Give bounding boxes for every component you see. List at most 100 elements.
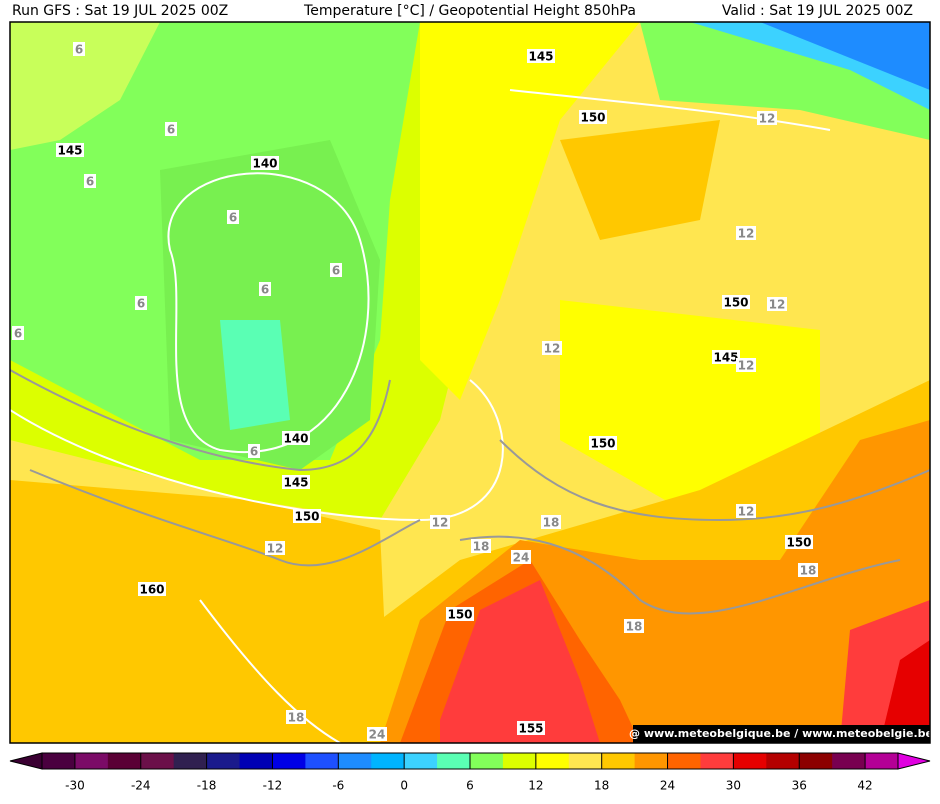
temperature-label: 24: [513, 551, 530, 565]
height-label: 150: [580, 111, 605, 125]
temperature-label-box: [12, 326, 24, 340]
colorbar-swatch: [404, 753, 438, 769]
temperature-label: 24: [369, 728, 386, 742]
height-label: 155: [518, 722, 543, 736]
height-label: 150: [447, 608, 472, 622]
temperature-label: 18: [626, 620, 643, 634]
temperature-label-box: [757, 111, 777, 125]
colorbar-swatch: [42, 753, 76, 769]
temperature-label-box: [736, 226, 756, 240]
temperature-label: 12: [738, 227, 755, 241]
map: @ www.meteobelgique.be / www.meteobelgie…: [10, 22, 933, 743]
colorbar-swatch: [733, 753, 767, 769]
temperature-label-box: [624, 619, 644, 633]
colorbar-tick-label: -30: [65, 779, 85, 793]
colorbar-swatch: [601, 753, 636, 769]
height-label-box: [251, 156, 279, 170]
colorbar-tick-label: -12: [263, 779, 283, 793]
temperature-label: 12: [738, 505, 755, 519]
height-label: 150: [723, 296, 748, 310]
temperature-label: 18: [288, 711, 305, 725]
temperature-label: 12: [544, 342, 561, 356]
colorbar-swatch: [799, 753, 833, 769]
temperature-label: 6: [86, 175, 94, 189]
temperature-label-box: [767, 297, 787, 311]
colorbar-swatch: [206, 753, 241, 769]
temperature-label-box: [736, 504, 756, 518]
colorbar-tick-label: 18: [594, 779, 609, 793]
colorbar-swatch: [634, 753, 669, 769]
colorbar-tick-label: 36: [792, 779, 807, 793]
temperature-label: 12: [738, 359, 755, 373]
temperature-label: 6: [229, 211, 237, 225]
temperature-label-box: [541, 515, 561, 529]
temperature-label-box: [135, 296, 147, 310]
height-label: 150: [294, 510, 319, 524]
height-label: 140: [252, 157, 277, 171]
temperature-label-box: [430, 515, 450, 529]
height-label: 140: [283, 432, 308, 446]
height-label: 150: [786, 536, 811, 550]
valid-text: Valid : Sat 19 JUL 2025 00Z: [722, 3, 913, 19]
temperature-label: 12: [267, 542, 284, 556]
temperature-label-box: [84, 174, 96, 188]
colorbar-over: [897, 752, 931, 770]
colorbar-swatch: [766, 753, 800, 769]
temperature-label-box: [227, 210, 239, 224]
colorbar-tick-label: 24: [660, 779, 675, 793]
height-label-box: [282, 475, 310, 489]
title: Temperature [°C] / Geopotential Height 8…: [303, 3, 636, 19]
height-label: 150: [590, 437, 615, 451]
colorbar-tick-label: 30: [726, 779, 741, 793]
temperature-label-box: [511, 550, 531, 564]
colorbar-tick-label: -18: [197, 779, 217, 793]
temperature-label-box: [798, 563, 818, 577]
height-label-box: [589, 436, 617, 450]
watermark: @ www.meteobelgique.be / www.meteobelgie…: [629, 727, 933, 740]
temperature-label: 6: [137, 297, 145, 311]
height-label-box: [722, 295, 750, 309]
colorbar-tick-label: 6: [466, 779, 474, 793]
colorbar-swatch: [568, 753, 603, 769]
temperature-label: 6: [75, 43, 83, 57]
temperature-label-box: [330, 263, 342, 277]
temperature-label-box: [73, 42, 85, 56]
colorbar: -30 -24 -18 -12 -6 0 6 12 18 24 30 36 42: [9, 752, 931, 793]
height-label: 145: [57, 144, 82, 158]
colorbar-swatch: [371, 753, 405, 769]
temperature-label: 6: [261, 283, 269, 297]
colorbar-tick-label: -24: [131, 779, 151, 793]
colorbar-swatch: [338, 753, 372, 769]
colorbar-swatch: [239, 753, 273, 769]
height-label-box: [527, 49, 555, 63]
colorbar-swatch: [140, 753, 175, 769]
run-text: Run GFS : Sat 19 JUL 2025 00Z: [12, 3, 228, 19]
colorbar-swatch: [700, 753, 734, 769]
temperature-label-box: [259, 282, 271, 296]
colorbar-swatch: [667, 753, 701, 769]
temperature-label: 6: [332, 264, 340, 278]
temperature-label-box: [736, 358, 756, 372]
colorbar-swatch: [305, 753, 339, 769]
colorbar-swatch: [272, 753, 306, 769]
colorbar-tick-label: 42: [857, 779, 872, 793]
height-label-box: [446, 607, 474, 621]
colorbar-under: [9, 752, 43, 770]
colorbar-swatch: [107, 753, 142, 769]
temperature-label: 6: [250, 445, 258, 459]
height-label: 145: [283, 476, 308, 490]
temperature-label-box: [471, 539, 491, 553]
colorbar-swatch: [437, 753, 471, 769]
colorbar-swatch: [535, 753, 570, 769]
temperature-label-box: [248, 444, 260, 458]
colorbar-swatch: [865, 753, 899, 769]
temperature-label: 6: [14, 327, 22, 341]
temperature-label: 18: [800, 564, 817, 578]
temperature-label-box: [286, 710, 306, 724]
height-label-box: [785, 535, 813, 549]
colorbar-swatch: [470, 753, 504, 769]
temperature-label-box: [165, 122, 177, 136]
height-label: 145: [713, 351, 738, 365]
height-label-box: [517, 721, 545, 735]
